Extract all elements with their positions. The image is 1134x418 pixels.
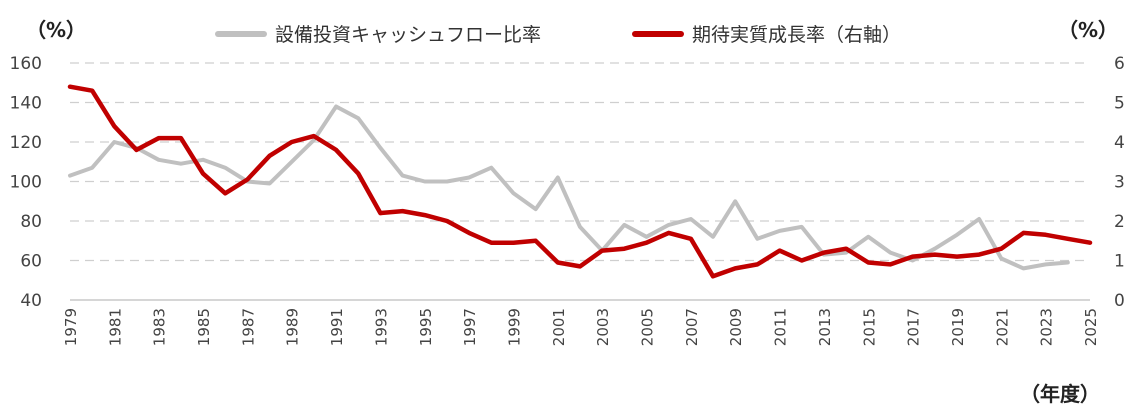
- left-tick-label: 60: [20, 252, 42, 272]
- right-tick-label: 2: [1114, 212, 1125, 232]
- x-tick-label: 1987: [239, 308, 257, 346]
- legend-item-growth: 期待実質成長率（右軸）: [632, 20, 901, 47]
- left-tick-label: 160: [10, 54, 42, 74]
- x-tick-label: 1985: [195, 308, 213, 346]
- x-tick-label: 2009: [727, 308, 745, 346]
- legend-label-growth: 期待実質成長率（右軸）: [692, 24, 902, 46]
- left-tick-label: 100: [10, 173, 42, 193]
- x-tick-label: 1989: [284, 308, 302, 346]
- x-tick-label: 2013: [816, 308, 834, 346]
- x-tick-label: 1991: [328, 308, 346, 346]
- right-tick-label: 6: [1114, 54, 1125, 74]
- x-tick-label: 2023: [1038, 308, 1056, 346]
- x-tick-label: 1997: [461, 308, 479, 346]
- legend-swatch-growth: [632, 30, 684, 37]
- x-tick-label: 1999: [505, 308, 523, 346]
- x-tick-label: 2025: [1082, 308, 1100, 346]
- x-tick-label: 2003: [594, 308, 612, 346]
- x-tick-label: 1979: [62, 308, 80, 346]
- x-tick-label: 2005: [639, 308, 657, 346]
- x-tick-label: 2015: [860, 308, 878, 346]
- x-tick-label: 1983: [151, 308, 169, 346]
- x-tick-label: 2019: [949, 308, 967, 346]
- x-tick-label: 2017: [905, 308, 923, 346]
- series-line-growth: [67, 84, 1093, 279]
- x-axis-unit: （年度）: [1020, 382, 1100, 406]
- left-tick-label: 80: [20, 212, 42, 232]
- x-tick-label: 2007: [683, 308, 701, 346]
- right-tick-label: 5: [1114, 94, 1125, 114]
- right-tick-label: 0: [1114, 291, 1125, 311]
- right-tick-label: 3: [1114, 173, 1125, 193]
- legend-label-capex: 設備投資キャッシュフロー比率: [275, 24, 542, 46]
- x-tick-label: 1993: [372, 308, 390, 346]
- right-tick-label: 1: [1114, 252, 1125, 272]
- left-tick-label: 40: [20, 291, 42, 311]
- x-tick-label: 1995: [417, 308, 435, 346]
- left-tick-label: 120: [10, 133, 42, 153]
- right-axis-unit: （%）: [1058, 18, 1119, 42]
- legend-swatch-capex: [215, 30, 267, 37]
- x-tick-label: 2011: [772, 308, 790, 346]
- legend-item-capex: 設備投資キャッシュフロー比率: [215, 20, 541, 47]
- x-tick-label: 2001: [550, 308, 568, 346]
- left-tick-label: 140: [10, 94, 42, 114]
- x-tick-label: 2021: [993, 308, 1011, 346]
- left-axis-unit: （%）: [26, 18, 87, 42]
- right-tick-label: 4: [1114, 133, 1125, 153]
- x-tick-label: 1981: [106, 308, 124, 346]
- series-line-capex: [68, 104, 1070, 271]
